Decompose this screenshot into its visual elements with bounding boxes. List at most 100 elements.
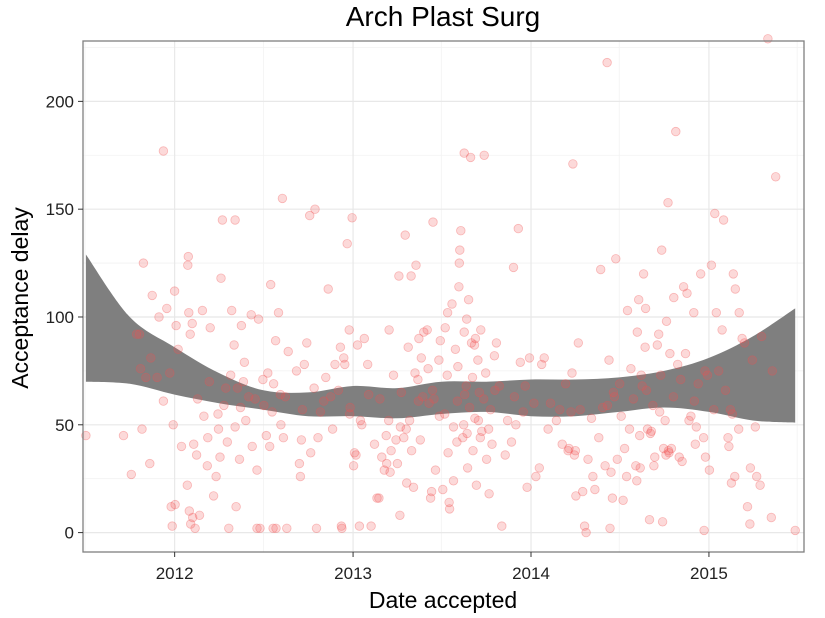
data-point <box>616 411 626 421</box>
data-point <box>399 433 409 443</box>
data-point <box>364 389 374 400</box>
data-point <box>730 284 741 294</box>
data-point <box>727 409 738 419</box>
data-point <box>268 379 279 389</box>
data-point <box>462 428 472 439</box>
data-point <box>355 415 366 426</box>
data-point <box>648 400 658 411</box>
data-point <box>650 452 660 462</box>
data-point <box>473 355 483 365</box>
data-point <box>330 359 340 370</box>
data-point <box>347 213 357 223</box>
data-point <box>241 415 251 426</box>
data-point <box>217 215 228 225</box>
data-point <box>663 197 673 208</box>
data-point <box>690 439 701 449</box>
data-point <box>154 312 164 322</box>
data-point <box>586 413 597 424</box>
data-point <box>460 389 470 400</box>
data-point <box>470 413 480 424</box>
data-point <box>246 310 256 320</box>
data-point <box>573 338 584 348</box>
data-point <box>146 353 156 363</box>
data-point <box>696 269 706 279</box>
data-point <box>453 361 463 372</box>
data-point <box>442 308 453 318</box>
data-point <box>234 454 245 465</box>
data-point <box>243 392 254 402</box>
data-point <box>345 409 355 419</box>
data-point <box>190 523 200 534</box>
data-point <box>624 424 635 434</box>
data-point <box>310 204 320 214</box>
data-point <box>81 430 91 441</box>
data-point <box>199 411 209 421</box>
data-point <box>443 448 453 458</box>
data-point <box>372 493 382 503</box>
data-point <box>509 392 520 402</box>
data-point <box>463 295 474 305</box>
data-point <box>539 353 549 363</box>
data-point <box>473 415 484 426</box>
data-point <box>158 396 169 406</box>
data-point <box>612 454 623 465</box>
x-tick-label: 2012 <box>156 564 194 583</box>
data-point <box>491 338 502 348</box>
data-point <box>771 172 781 182</box>
data-point <box>440 323 450 333</box>
data-point <box>645 428 656 439</box>
data-point <box>568 159 578 169</box>
data-point <box>500 450 510 460</box>
data-point <box>669 292 679 303</box>
data-point <box>459 420 469 430</box>
data-point <box>628 394 639 404</box>
data-point <box>462 314 472 324</box>
y-axis-title: Acceptance delay <box>7 207 33 389</box>
data-point <box>706 260 717 270</box>
data-point <box>211 471 221 482</box>
data-point <box>474 387 485 398</box>
data-point <box>454 258 465 268</box>
data-point <box>515 357 526 368</box>
data-point <box>543 424 553 434</box>
data-point <box>737 333 747 344</box>
data-point <box>267 407 277 417</box>
data-point <box>569 450 580 460</box>
points-layer <box>81 34 800 538</box>
data-point <box>406 271 416 281</box>
data-point <box>684 415 694 426</box>
data-point <box>250 394 260 404</box>
data-point <box>481 368 491 378</box>
data-point <box>391 435 401 445</box>
data-point <box>339 353 349 363</box>
data-point <box>423 364 433 374</box>
data-point <box>225 370 236 380</box>
data-point <box>596 264 606 275</box>
data-point <box>518 407 528 417</box>
data-point <box>658 443 669 454</box>
data-point <box>564 443 574 454</box>
data-point <box>357 420 367 430</box>
data-point <box>261 430 272 441</box>
data-point <box>654 329 664 339</box>
data-point <box>126 469 137 480</box>
data-point <box>634 295 644 305</box>
data-point <box>660 415 670 426</box>
data-point <box>253 314 264 324</box>
data-point <box>635 463 645 473</box>
data-point <box>452 396 463 406</box>
data-point <box>563 446 573 456</box>
data-point <box>454 282 464 292</box>
data-point <box>649 461 659 471</box>
data-point <box>598 402 608 413</box>
data-point <box>476 325 486 335</box>
data-point <box>401 424 411 434</box>
data-point <box>555 405 565 415</box>
data-point <box>657 517 668 527</box>
data-point <box>379 465 390 475</box>
data-point <box>483 424 494 434</box>
data-point <box>682 288 692 299</box>
data-point <box>724 441 734 452</box>
data-point <box>566 407 576 417</box>
data-point <box>621 471 632 482</box>
